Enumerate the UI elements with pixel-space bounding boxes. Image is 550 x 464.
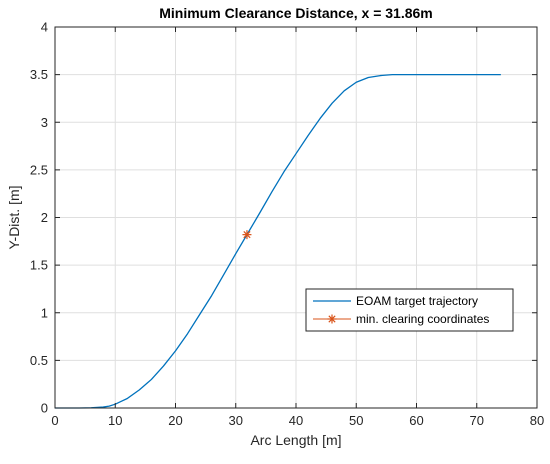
y-tick-label: 0 xyxy=(41,401,48,416)
legend-box xyxy=(305,288,514,332)
y-tick-label: 1.5 xyxy=(30,258,48,273)
y-tick-label: 3.5 xyxy=(30,67,48,82)
chart-title: Minimum Clearance Distance, x = 31.86m xyxy=(159,5,433,21)
ticks: 0 10 20 30 40 50 60 70 80 0 0.5 1 1.5 2 2.5 3 3.5 4 xyxy=(30,20,544,429)
y-tick-label: 1 xyxy=(41,305,48,320)
x-tick-label: 50 xyxy=(349,413,363,428)
legend-swatch-marker xyxy=(327,314,337,324)
y-tick-label: 2.5 xyxy=(30,162,48,177)
x-tick-label: 60 xyxy=(409,413,423,428)
x-axis-label: Arc Length [m] xyxy=(250,432,341,448)
x-tick-label: 0 xyxy=(51,413,58,428)
legend-label-marker: min. clearing coordinates xyxy=(356,312,489,326)
x-tick-label: 40 xyxy=(289,413,303,428)
x-tick-label: 80 xyxy=(530,413,544,428)
y-axis-label: Y-Dist. [m] xyxy=(6,185,22,249)
legend: EOAM target trajectory min. clearing coor… xyxy=(305,288,514,332)
x-tick-label: 20 xyxy=(168,413,182,428)
series-layer xyxy=(55,73,501,409)
y-tick-label: 2 xyxy=(41,210,48,225)
x-tick-label: 10 xyxy=(108,413,122,428)
series-line-trajectory xyxy=(55,73,501,409)
legend-label-trajectory: EOAM target trajectory xyxy=(356,294,478,308)
y-tick-label: 3 xyxy=(41,115,48,130)
y-tick-label: 4 xyxy=(41,20,48,35)
y-tick-label: 0.5 xyxy=(30,353,48,368)
x-tick-label: 30 xyxy=(229,413,243,428)
min-clearing-marker xyxy=(242,230,252,240)
x-tick-label: 70 xyxy=(470,413,484,428)
